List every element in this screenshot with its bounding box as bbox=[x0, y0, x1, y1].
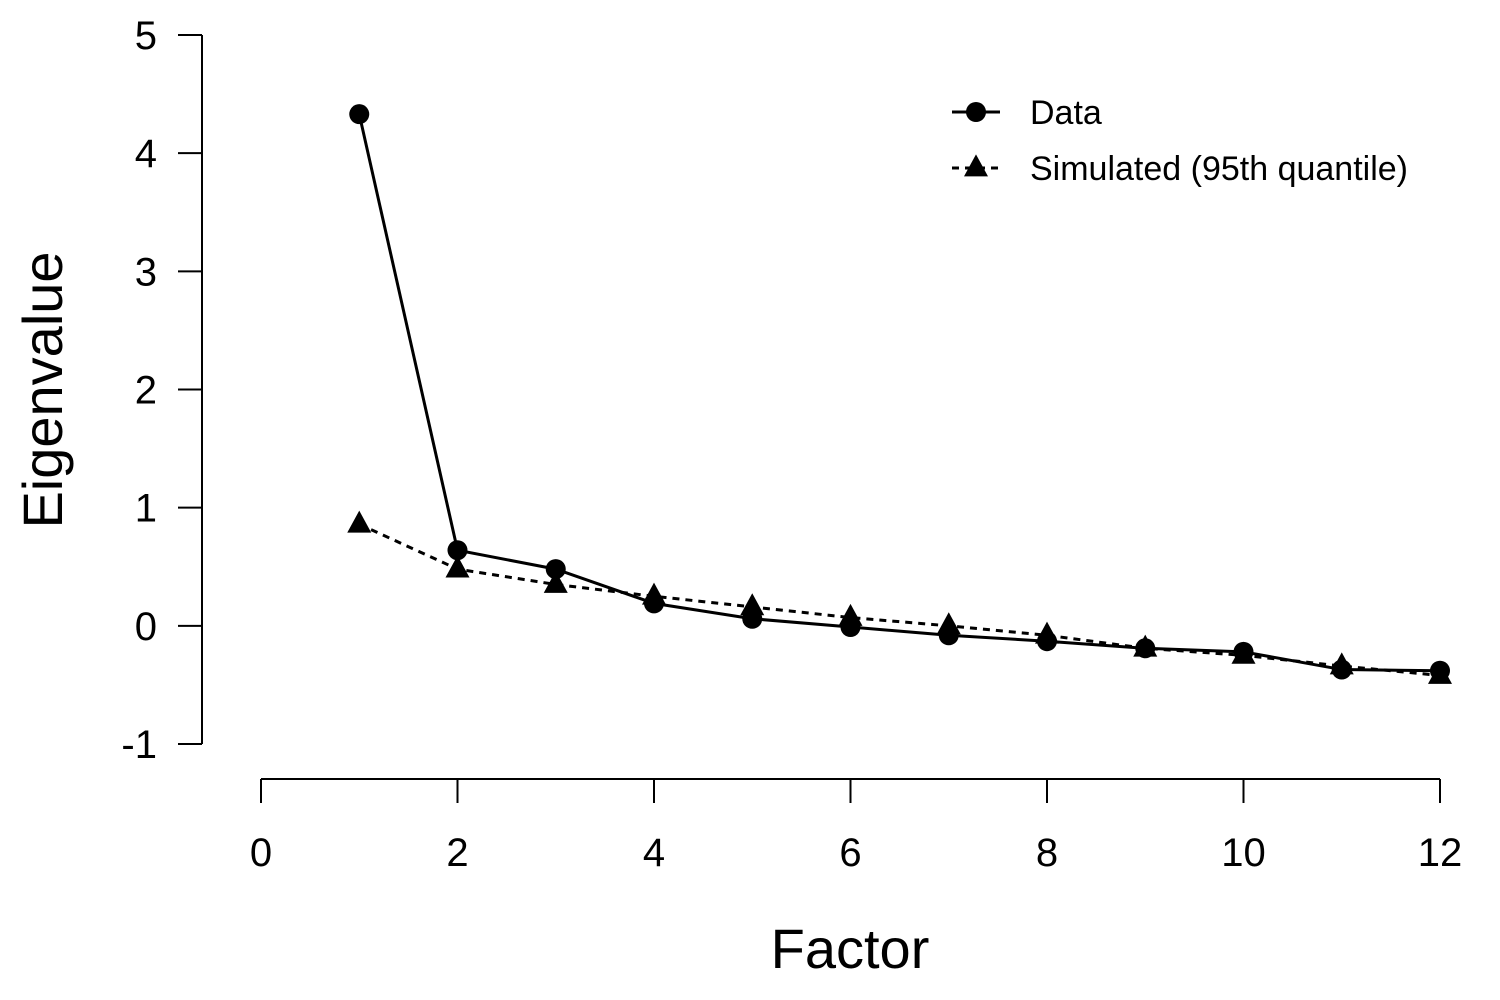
y-axis: -1 0 1 2 3 4 5 bbox=[121, 14, 203, 767]
data-point bbox=[938, 625, 959, 646]
data-point bbox=[1233, 641, 1254, 662]
y-tick-label: 2 bbox=[135, 369, 157, 413]
x-axis-title: Factor bbox=[771, 917, 930, 980]
x-tick-label: 4 bbox=[643, 831, 665, 875]
data-point bbox=[1331, 659, 1352, 680]
y-tick-label: 3 bbox=[135, 250, 157, 294]
y-tick-label: 4 bbox=[135, 132, 157, 176]
x-tick-label: 8 bbox=[1036, 831, 1058, 875]
series-markers bbox=[347, 104, 1452, 684]
data-point bbox=[644, 593, 664, 614]
y-tick-label: -1 bbox=[121, 723, 157, 767]
legend-label: Data bbox=[1030, 94, 1102, 132]
data-point bbox=[1037, 631, 1057, 652]
legend-triangle-marker bbox=[964, 154, 988, 177]
x-tick-label: 2 bbox=[446, 831, 468, 875]
data-point bbox=[742, 608, 763, 629]
series-lines bbox=[357, 113, 1441, 677]
x-tick-label: 6 bbox=[839, 831, 861, 875]
y-tick-label: 5 bbox=[135, 14, 157, 58]
legend-label: Simulated (95th quantile) bbox=[1030, 150, 1408, 188]
y-tick-label: 0 bbox=[135, 605, 157, 649]
y-axis-title: Eigenvalue bbox=[11, 251, 74, 528]
x-tick-label: 10 bbox=[1221, 831, 1266, 875]
x-tick-label: 12 bbox=[1418, 831, 1463, 875]
x-tick-label: 0 bbox=[250, 831, 272, 875]
simulated-point bbox=[543, 570, 568, 593]
simulated-point bbox=[445, 555, 470, 578]
x-axis: 0 2 4 6 8 10 12 bbox=[250, 778, 1463, 875]
simulated-series-line bbox=[358, 522, 1441, 677]
data-point bbox=[840, 617, 861, 638]
data-point bbox=[349, 104, 370, 125]
simulated-point bbox=[347, 510, 372, 533]
data-point bbox=[1135, 638, 1156, 659]
data-point bbox=[447, 540, 468, 561]
simulated-point bbox=[740, 593, 765, 616]
y-tick-label: 1 bbox=[135, 487, 157, 531]
legend: Data Simulated (95th quantile) bbox=[952, 94, 1408, 188]
data-point bbox=[1430, 660, 1450, 681]
data-series-line bbox=[357, 113, 1441, 673]
legend-circle-marker bbox=[966, 102, 986, 122]
data-point bbox=[545, 559, 566, 580]
